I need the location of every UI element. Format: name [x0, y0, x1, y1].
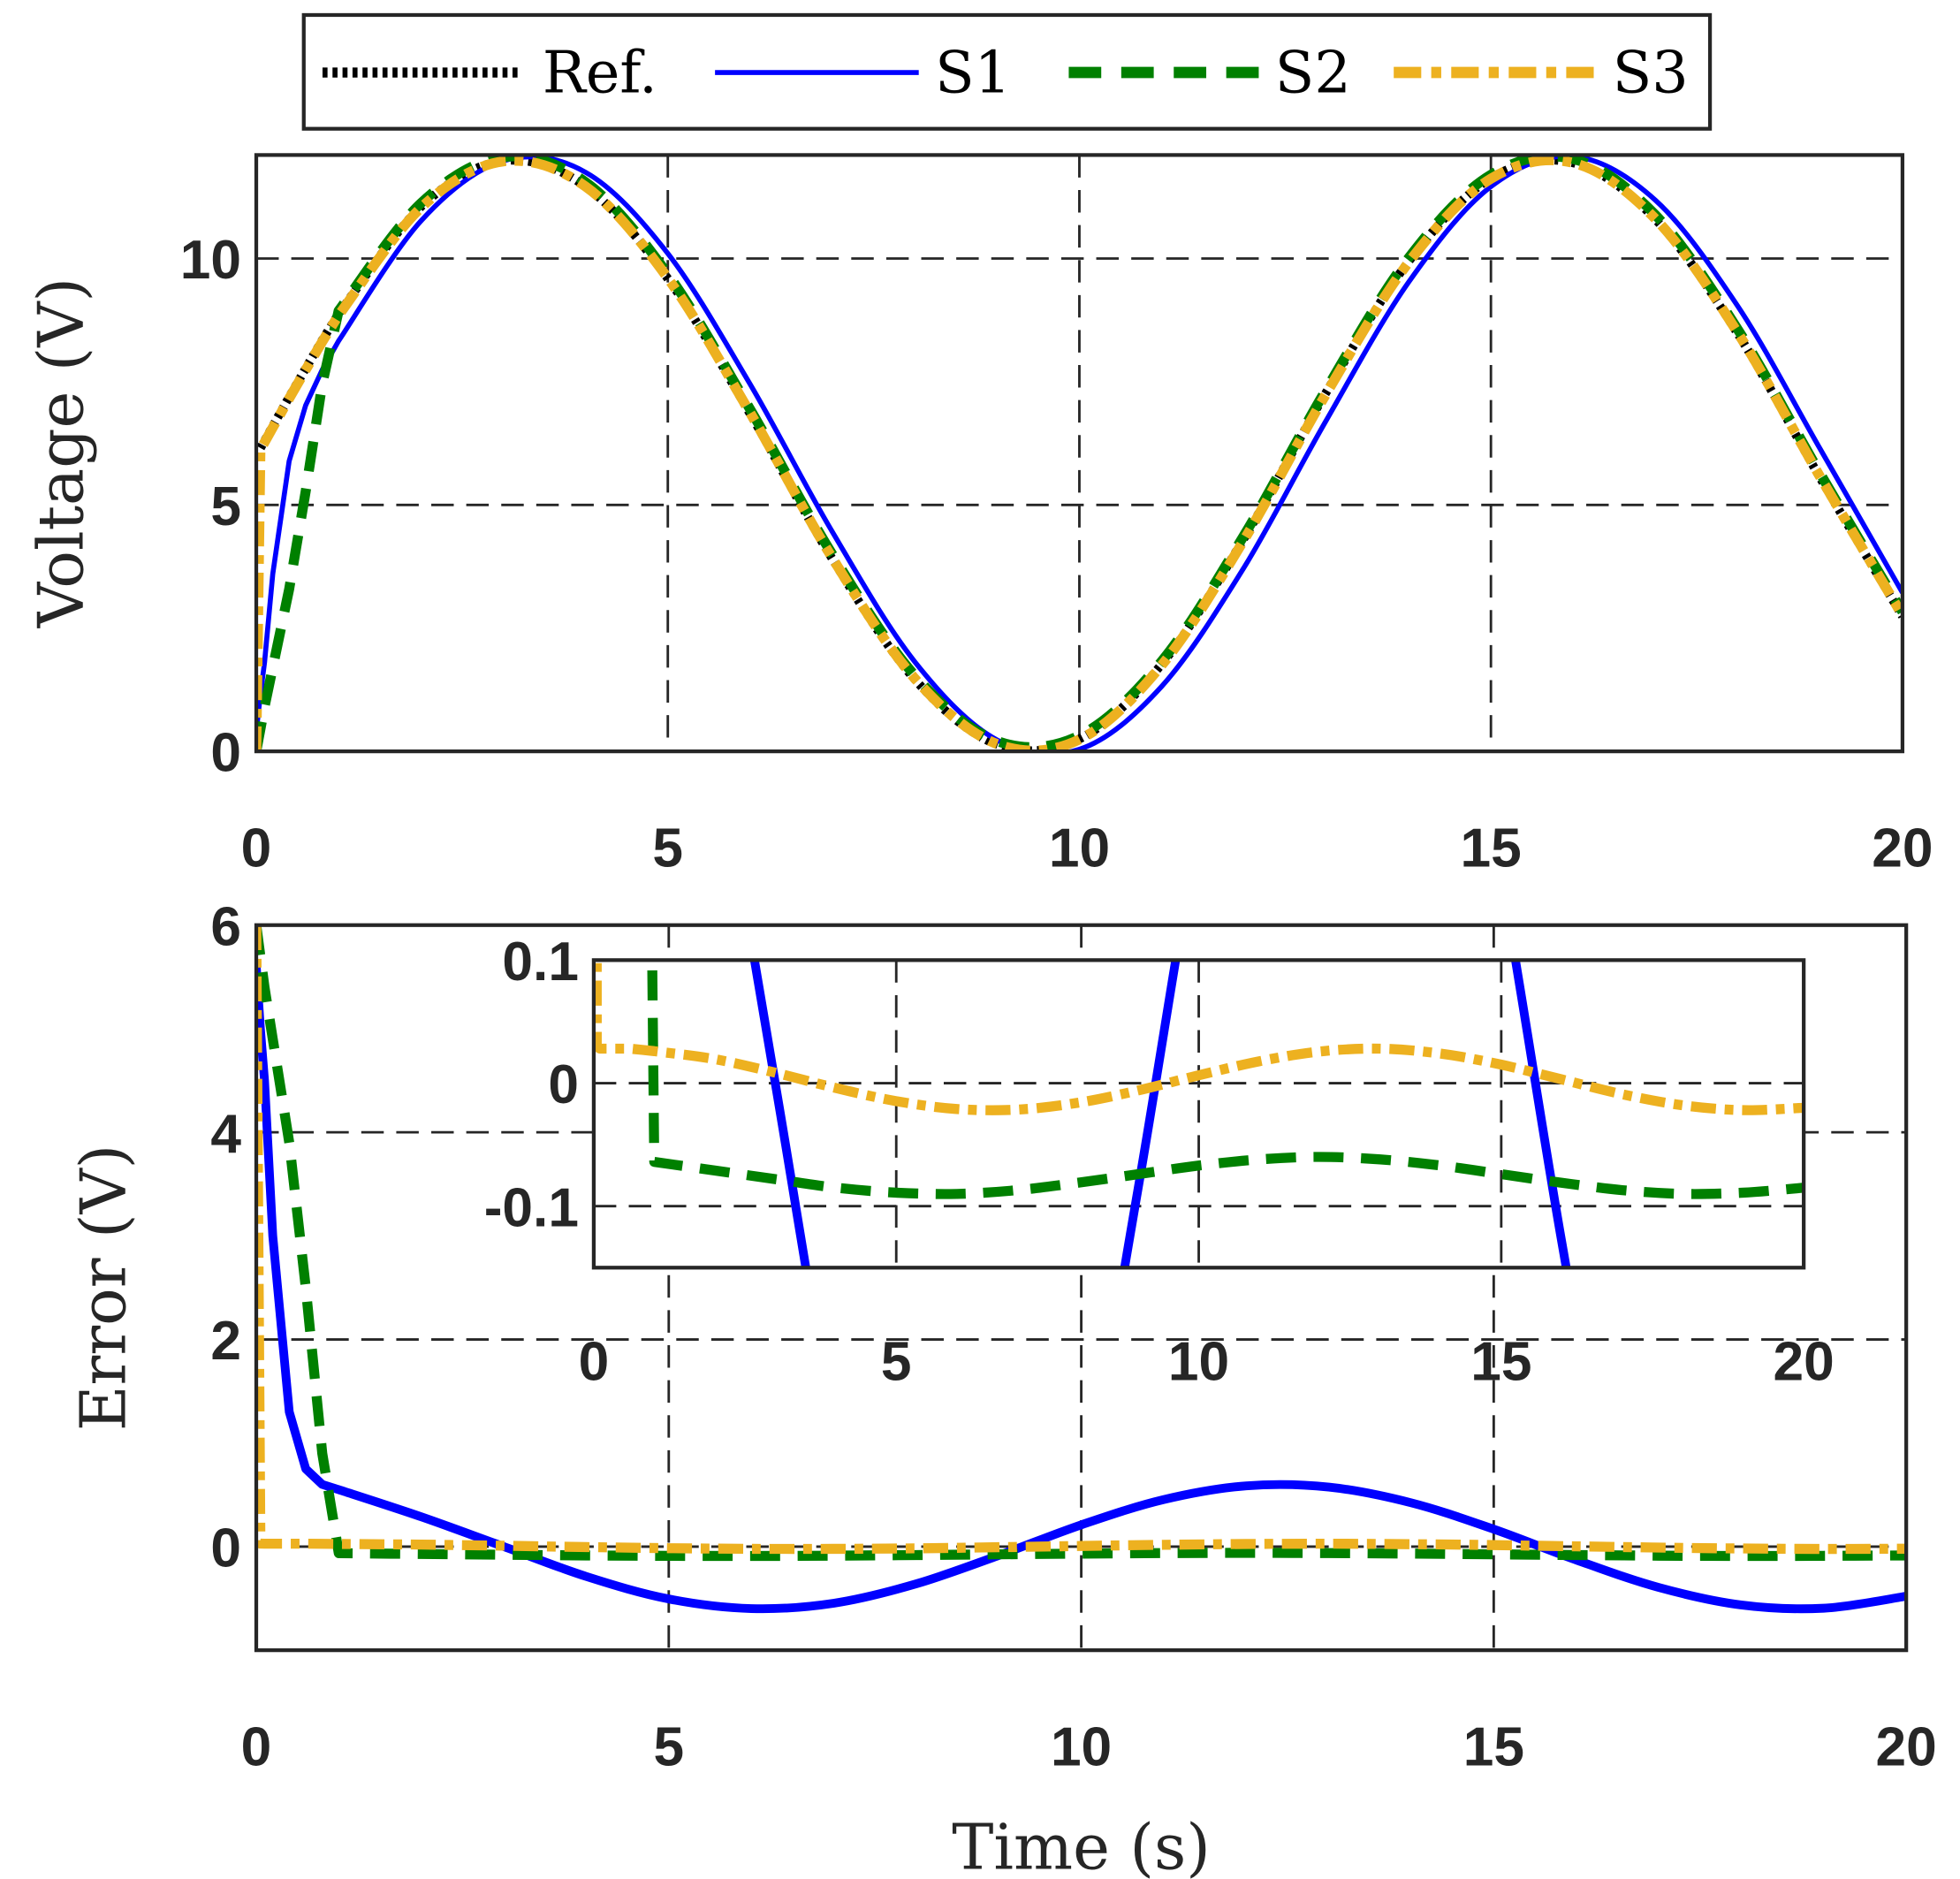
error-y-tick-label: 2 [210, 1311, 241, 1372]
voltage-x-tick-label: 20 [1872, 818, 1933, 879]
error-x-tick-label: 0 [241, 1716, 272, 1777]
voltage-x-tick-label: 10 [1049, 818, 1110, 879]
inset-axes-box [591, 958, 1806, 1270]
y-axis-label-error: Error (V) [66, 1145, 140, 1431]
inset-series-s3-line [593, 960, 1804, 1115]
legend-label-s1: S1 [935, 41, 1011, 107]
error-y-tick-label: 4 [210, 1104, 241, 1165]
inset-x-tick-label: 0 [579, 1332, 610, 1393]
error-axes-box [254, 923, 1909, 1653]
legend: Ref. S1 S2 S3 [301, 12, 1713, 131]
x-axis-label-time: Time (s) [952, 1811, 1211, 1879]
voltage-x-tick-label: 0 [241, 818, 272, 879]
error-x-tick-label: 5 [653, 1716, 684, 1777]
inset-x-tick-label: 10 [1168, 1332, 1229, 1393]
legend-label-ref: Ref. [543, 41, 657, 107]
error-x-tick-label: 20 [1876, 1716, 1937, 1777]
inset-x-tick-label: 5 [881, 1332, 912, 1393]
error-inset-axes: 0 5 10 15 20 -0.1 0 0.1 [484, 932, 1835, 1393]
voltage-axes: 0 5 10 15 20 0 5 10 [180, 153, 1933, 879]
legend-label-s2: S2 [1275, 41, 1351, 107]
voltage-y-tick-label: 5 [210, 476, 241, 537]
voltage-x-tick-label: 15 [1461, 818, 1522, 879]
voltage-series-s3-line [256, 155, 1903, 752]
inset-series-s1-line [749, 960, 1571, 1268]
error-x-tick-label: 15 [1463, 1716, 1524, 1777]
inset-y-tick-label: 0 [548, 1054, 579, 1115]
voltage-x-tick-label: 5 [652, 818, 683, 879]
voltage-series-group [256, 155, 1903, 752]
inset-series-s2-line [647, 960, 1804, 1199]
voltage-series-s1-line [256, 155, 1903, 752]
voltage-axes-box [254, 153, 1905, 754]
y-axis-label-voltage: Voltage (V) [24, 278, 97, 628]
error-series-s1-line [256, 966, 1907, 1614]
error-series-s3-line [256, 924, 1907, 1555]
inset-x-tick-label: 15 [1470, 1332, 1531, 1393]
inset-series-group [593, 960, 1804, 1268]
error-y-tick-label: 6 [210, 896, 241, 957]
error-y-tick-label: 0 [210, 1518, 241, 1579]
error-series-group [256, 924, 1907, 1614]
inset-y-tick-label: 0.1 [502, 932, 579, 993]
inset-x-tick-label: 20 [1774, 1332, 1835, 1393]
inset-y-tick-label: -0.1 [484, 1177, 579, 1238]
voltage-y-tick-label: 10 [180, 230, 241, 291]
error-series-s2-line [256, 924, 1907, 1562]
legend-label-s3: S3 [1613, 41, 1689, 107]
error-x-tick-label: 10 [1051, 1716, 1112, 1777]
voltage-y-tick-label: 0 [210, 723, 241, 784]
